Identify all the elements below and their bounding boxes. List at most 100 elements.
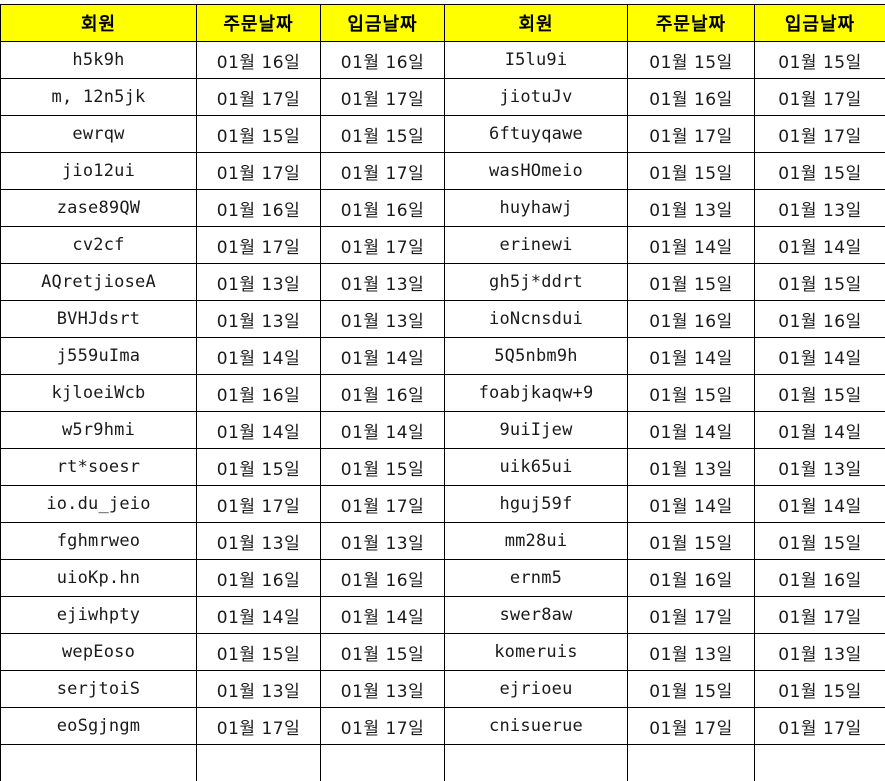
deposit-date-right[interactable]: 01월 13일 (755, 449, 885, 486)
order-date-right-partial[interactable] (628, 745, 755, 781)
deposit-date-left[interactable]: 01월 13일 (321, 523, 445, 560)
member-name-right[interactable]: huyhawj (445, 190, 628, 227)
deposit-date-left[interactable]: 01월 14일 (321, 338, 445, 375)
order-date-right[interactable]: 01월 17일 (628, 116, 755, 153)
member-name-right[interactable]: ejrioeu (445, 671, 628, 708)
order-date-left[interactable]: 01월 16일 (197, 42, 321, 79)
deposit-date-left[interactable]: 01월 15일 (321, 449, 445, 486)
deposit-date-left[interactable]: 01월 13일 (321, 301, 445, 338)
deposit-date-right[interactable]: 01월 17일 (755, 597, 885, 634)
deposit-date-right[interactable]: 01월 17일 (755, 79, 885, 116)
column-header-order-date-left[interactable]: 주문날짜 (197, 5, 321, 42)
member-name-left[interactable]: serjtoiS (1, 671, 197, 708)
order-date-left[interactable]: 01월 16일 (197, 190, 321, 227)
member-name-left[interactable]: h5k9h (1, 42, 197, 79)
member-name-left-partial[interactable] (1, 745, 197, 781)
order-date-right[interactable]: 01월 17일 (628, 708, 755, 745)
order-date-left[interactable]: 01월 16일 (197, 375, 321, 412)
member-name-right[interactable]: uik65ui (445, 449, 628, 486)
deposit-date-right[interactable]: 01월 16일 (755, 301, 885, 338)
order-date-right[interactable]: 01월 15일 (628, 42, 755, 79)
member-name-left[interactable]: ewrqw (1, 116, 197, 153)
order-date-right[interactable]: 01월 14일 (628, 412, 755, 449)
deposit-date-left[interactable]: 01월 16일 (321, 560, 445, 597)
order-date-left[interactable]: 01월 14일 (197, 412, 321, 449)
deposit-date-right[interactable]: 01월 15일 (755, 671, 885, 708)
member-name-left[interactable]: j559uIma (1, 338, 197, 375)
member-name-left[interactable]: eoSgjngm (1, 708, 197, 745)
deposit-date-left[interactable]: 01월 15일 (321, 634, 445, 671)
member-name-right[interactable]: cnisuerue (445, 708, 628, 745)
column-header-member-left[interactable]: 회원 (1, 5, 197, 42)
member-name-left[interactable]: zase89QW (1, 190, 197, 227)
member-name-left[interactable]: rt*soesr (1, 449, 197, 486)
member-name-right[interactable]: jiotuJv (445, 79, 628, 116)
order-date-left[interactable]: 01월 17일 (197, 486, 321, 523)
order-date-left[interactable]: 01월 15일 (197, 449, 321, 486)
order-date-right[interactable]: 01월 14일 (628, 486, 755, 523)
member-name-right[interactable]: mm28ui (445, 523, 628, 560)
deposit-date-right[interactable]: 01월 17일 (755, 116, 885, 153)
deposit-date-left[interactable]: 01월 13일 (321, 264, 445, 301)
deposit-date-right[interactable]: 01월 14일 (755, 338, 885, 375)
member-name-left[interactable]: w5r9hmi (1, 412, 197, 449)
deposit-date-right[interactable]: 01월 15일 (755, 153, 885, 190)
order-date-left[interactable]: 01월 15일 (197, 116, 321, 153)
order-date-right[interactable]: 01월 15일 (628, 153, 755, 190)
member-name-left[interactable]: jio12ui (1, 153, 197, 190)
deposit-date-left[interactable]: 01월 17일 (321, 79, 445, 116)
deposit-date-right[interactable]: 01월 13일 (755, 634, 885, 671)
member-name-right[interactable]: hguj59f (445, 486, 628, 523)
member-name-right-partial[interactable] (445, 745, 628, 781)
deposit-date-right[interactable]: 01월 17일 (755, 708, 885, 745)
member-name-right[interactable]: gh5j*ddrt (445, 264, 628, 301)
order-date-left[interactable]: 01월 14일 (197, 597, 321, 634)
column-header-deposit-date-right[interactable]: 입금날짜 (755, 5, 885, 42)
deposit-date-right[interactable]: 01월 15일 (755, 523, 885, 560)
deposit-date-right[interactable]: 01월 16일 (755, 560, 885, 597)
deposit-date-left[interactable]: 01월 17일 (321, 708, 445, 745)
order-date-left[interactable]: 01월 17일 (197, 153, 321, 190)
order-date-right[interactable]: 01월 16일 (628, 79, 755, 116)
order-date-left-partial[interactable] (197, 745, 321, 781)
member-name-left[interactable]: BVHJdsrt (1, 301, 197, 338)
column-header-order-date-right[interactable]: 주문날짜 (628, 5, 755, 42)
deposit-date-left[interactable]: 01월 15일 (321, 116, 445, 153)
member-name-left[interactable]: uioKp.hn (1, 560, 197, 597)
order-date-right[interactable]: 01월 14일 (628, 227, 755, 264)
order-date-right[interactable]: 01월 13일 (628, 449, 755, 486)
order-date-right[interactable]: 01월 13일 (628, 634, 755, 671)
member-name-right[interactable]: foabjkaqw+9 (445, 375, 628, 412)
member-name-right[interactable]: swer8aw (445, 597, 628, 634)
order-date-right[interactable]: 01월 15일 (628, 375, 755, 412)
order-date-right[interactable]: 01월 13일 (628, 190, 755, 227)
order-date-left[interactable]: 01월 13일 (197, 264, 321, 301)
member-name-left[interactable]: io.du_jeio (1, 486, 197, 523)
order-date-left[interactable]: 01월 15일 (197, 634, 321, 671)
deposit-date-left[interactable]: 01월 14일 (321, 412, 445, 449)
member-name-right[interactable]: 6ftuyqawe (445, 116, 628, 153)
member-name-left[interactable]: cv2cf (1, 227, 197, 264)
deposit-date-right[interactable]: 01월 14일 (755, 486, 885, 523)
member-name-right[interactable]: I5lu9i (445, 42, 628, 79)
order-date-right[interactable]: 01월 16일 (628, 301, 755, 338)
member-name-left[interactable]: AQretjioseA (1, 264, 197, 301)
order-date-left[interactable]: 01월 13일 (197, 301, 321, 338)
deposit-date-right[interactable]: 01월 15일 (755, 375, 885, 412)
column-header-deposit-date-left[interactable]: 입금날짜 (321, 5, 445, 42)
member-name-left[interactable]: wepEoso (1, 634, 197, 671)
member-name-left[interactable]: kjloeiWcb (1, 375, 197, 412)
deposit-date-left[interactable]: 01월 17일 (321, 486, 445, 523)
order-date-left[interactable]: 01월 17일 (197, 227, 321, 264)
member-name-right[interactable]: ernm5 (445, 560, 628, 597)
deposit-date-left[interactable]: 01월 13일 (321, 671, 445, 708)
deposit-date-left[interactable]: 01월 16일 (321, 375, 445, 412)
member-name-right[interactable]: wasHOmeio (445, 153, 628, 190)
member-name-right[interactable]: komeruis (445, 634, 628, 671)
order-date-left[interactable]: 01월 17일 (197, 708, 321, 745)
deposit-date-left[interactable]: 01월 16일 (321, 190, 445, 227)
deposit-date-right[interactable]: 01월 15일 (755, 264, 885, 301)
member-name-right[interactable]: erinewi (445, 227, 628, 264)
order-date-right[interactable]: 01월 17일 (628, 597, 755, 634)
deposit-date-left[interactable]: 01월 17일 (321, 153, 445, 190)
